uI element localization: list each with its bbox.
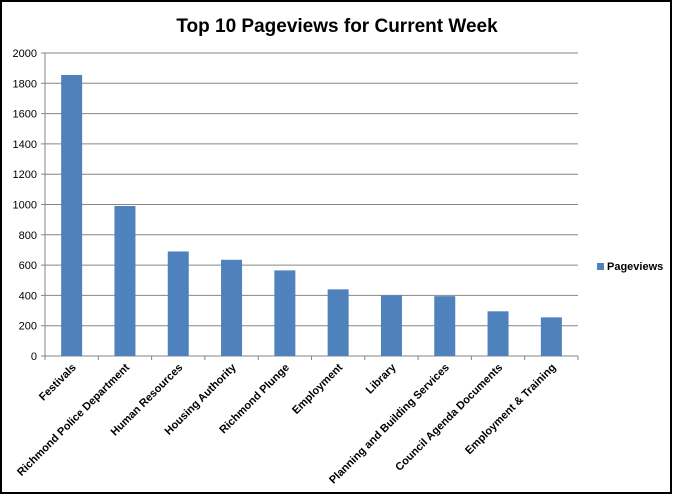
bar	[540, 317, 562, 356]
y-tick-label: 2000	[13, 48, 37, 60]
legend: Pageviews	[597, 261, 663, 273]
bar	[487, 311, 509, 356]
y-tick-label: 1400	[13, 139, 37, 151]
x-tick-label: Employment	[290, 361, 345, 416]
x-tick-label: Employment & Training	[463, 362, 558, 457]
y-tick-label: 200	[19, 321, 37, 333]
legend-label: Pageviews	[607, 261, 663, 273]
chart-title: Top 10 Pageviews for Current Week	[176, 16, 498, 37]
y-tick-label: 400	[19, 290, 37, 302]
y-tick-label: 1800	[13, 78, 37, 90]
x-tick-label: Library	[364, 361, 399, 396]
y-tick-label: 800	[19, 230, 37, 242]
y-tick-label: 600	[19, 260, 37, 272]
bar	[61, 74, 83, 356]
bar	[274, 270, 296, 356]
bar	[327, 289, 349, 356]
y-tick-label: 0	[31, 351, 37, 363]
y-tick-label: 1000	[13, 200, 37, 212]
bar	[380, 295, 402, 356]
y-tick-labels: 0 200 400 600 800 1000 1200 1400 1600 1800 2000	[13, 48, 37, 363]
bars	[61, 74, 562, 356]
bar	[114, 206, 136, 356]
bar	[434, 296, 456, 356]
bar	[221, 259, 243, 356]
legend-swatch	[597, 263, 604, 270]
x-tick-label: Council Agenda Documents	[393, 362, 505, 474]
y-tick-label: 1600	[13, 109, 37, 121]
x-tick-label: Richmond Police Department	[15, 361, 132, 478]
y-tick-label: 1200	[13, 169, 37, 181]
bar	[167, 251, 189, 356]
x-tick-label: Festivals	[37, 362, 79, 404]
